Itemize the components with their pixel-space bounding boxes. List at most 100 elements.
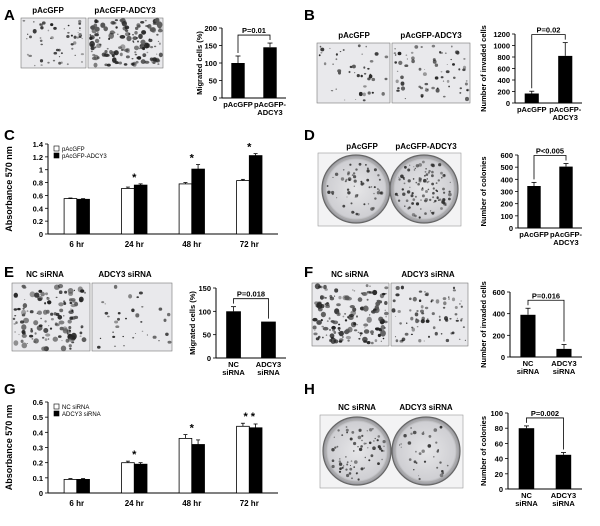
- cell-spot: [335, 58, 338, 61]
- cell-spot: [339, 51, 342, 53]
- cell-spot: [363, 305, 369, 312]
- colony-dot: [423, 460, 427, 463]
- cell-spot: [395, 286, 400, 290]
- cell-spot: [462, 326, 465, 328]
- cell-spot: [61, 340, 63, 342]
- cell-spot: [367, 91, 371, 95]
- x-category-label: 48 hr: [182, 240, 201, 249]
- colony-dot: [412, 178, 415, 180]
- cell-spot: [154, 17, 160, 23]
- cell-spot: [148, 38, 153, 43]
- cell-spot: [415, 318, 417, 320]
- cell-spot: [89, 35, 95, 40]
- cell-spot: [406, 322, 408, 324]
- colony-dot: [433, 456, 435, 458]
- x-category-label: 6 hr: [69, 499, 84, 508]
- colony-dot: [353, 175, 357, 179]
- cell-spot: [92, 53, 96, 57]
- cell-spot: [458, 338, 461, 340]
- cell-spot: [91, 56, 97, 61]
- cell-spot: [79, 29, 81, 31]
- cell-spot: [391, 308, 396, 313]
- cell-spot: [422, 72, 427, 76]
- cell-spot: [99, 37, 101, 39]
- cell-spot: [423, 340, 425, 342]
- colony-dot: [377, 188, 379, 190]
- cell-spot: [384, 311, 389, 316]
- cell-spot: [115, 325, 120, 329]
- bar-c-treated: [76, 198, 90, 235]
- colony-dot: [426, 178, 428, 180]
- cell-spot: [80, 325, 84, 329]
- cell-spot: [46, 296, 48, 299]
- cell-spot: [460, 319, 463, 322]
- colony-dot: [402, 176, 405, 179]
- cell-spot: [454, 306, 458, 309]
- cell-spot: [392, 299, 396, 303]
- colony-dot: [352, 172, 356, 175]
- cell-spot: [394, 336, 397, 338]
- cell-spot: [431, 44, 436, 48]
- colony-dot: [440, 199, 442, 201]
- cell-spot: [136, 37, 138, 39]
- colony-dot: [356, 194, 359, 196]
- y-tick-label: 80: [495, 424, 503, 433]
- cell-spot: [452, 286, 456, 290]
- cell-spot: [352, 314, 355, 317]
- cell-spot: [165, 332, 169, 336]
- cell-spot: [369, 73, 371, 75]
- y-tick-label: 0: [39, 489, 43, 498]
- colony-dot: [433, 211, 435, 213]
- y-tick-label: 600: [497, 65, 510, 74]
- colony-dot: [441, 471, 445, 475]
- cell-spot: [156, 33, 159, 36]
- cell-spot: [451, 297, 456, 302]
- cell-spot: [104, 311, 109, 315]
- cell-spot: [38, 289, 43, 293]
- significance-star: *: [247, 142, 252, 154]
- cell-spot: [424, 69, 426, 70]
- cell-spot: [325, 334, 328, 336]
- p-value-annotation: P<0.005: [536, 147, 564, 156]
- cell-spot: [336, 303, 341, 307]
- cell-spot: [394, 61, 398, 64]
- cell-spot: [134, 31, 138, 35]
- cell-spot: [410, 316, 414, 321]
- cell-spot: [344, 319, 348, 322]
- cell-spot: [101, 24, 104, 27]
- cell-spot: [342, 331, 344, 333]
- cell-spot: [460, 318, 464, 320]
- image-label-f-2: ADCY3 siRNA: [401, 270, 455, 279]
- cell-spot: [53, 51, 58, 55]
- significance-star: *: [190, 423, 195, 435]
- colony-dot: [378, 189, 380, 191]
- panel-letter-g: G: [4, 381, 16, 398]
- cell-spot: [33, 338, 39, 344]
- cell-spot: [134, 45, 139, 51]
- cell-spot: [338, 340, 343, 343]
- cell-spot: [55, 48, 59, 52]
- cell-spot: [108, 37, 111, 41]
- cell-spot: [395, 293, 400, 297]
- cell-spot: [37, 310, 42, 315]
- colony-dot: [440, 207, 443, 210]
- colony-dot: [428, 180, 430, 183]
- cell-spot: [124, 31, 131, 37]
- cell-spot: [155, 59, 161, 63]
- cell-spot: [137, 40, 139, 43]
- colony-dot: [345, 426, 348, 428]
- cell-spot: [459, 303, 461, 305]
- cell-spot: [330, 337, 337, 344]
- cell-spot: [81, 38, 84, 40]
- significance-star: * *: [243, 411, 255, 423]
- cell-spot: [331, 325, 336, 330]
- colony-dot: [394, 192, 398, 196]
- colony-dot: [431, 170, 434, 174]
- cell-spot: [144, 19, 147, 22]
- colony-dot: [424, 212, 427, 215]
- legend-swatch: [53, 152, 60, 159]
- colony-dot: [358, 429, 362, 432]
- colony-dot: [353, 179, 357, 183]
- colony-dot: [408, 206, 411, 209]
- cell-spot: [158, 42, 161, 45]
